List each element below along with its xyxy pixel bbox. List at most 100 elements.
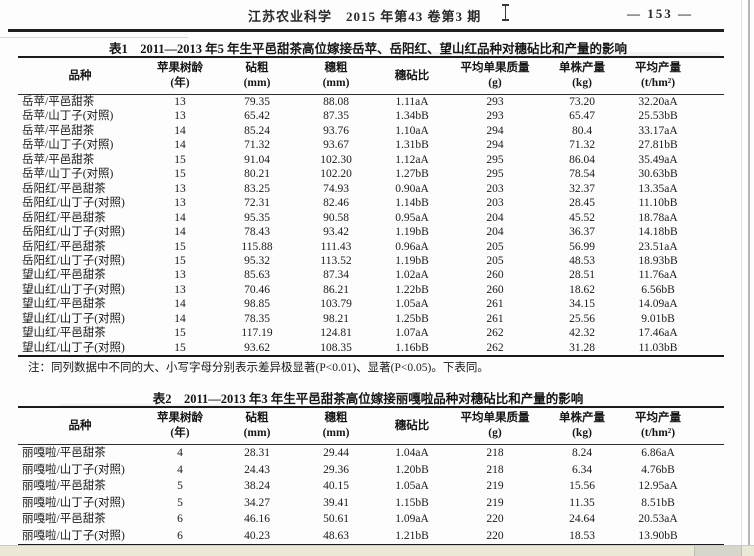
table-cell: 岳苹/山丁子(对照)	[22, 139, 114, 152]
table-cell: 32.20aA	[638, 96, 678, 108]
table-cell: 17.46aA	[638, 327, 678, 340]
table-cell: 70.46	[244, 283, 270, 296]
column-header: 平均单果质量 (g)	[448, 406, 542, 445]
table-row: 岳苹/山丁子(对照) 13 65.42 87.35 1.34bB 293 65.47 25.5…	[18, 109, 724, 123]
column-header: 穗砧比	[376, 56, 448, 95]
table-cell: 1.02aA	[395, 269, 429, 282]
table-row: 望山红/山丁子(对照) 13 70.46 86.21 1.22bB 260 18.62 6.5…	[18, 283, 724, 297]
table-cell: 262	[486, 327, 504, 340]
table-cell: 1.14bB	[395, 197, 429, 210]
table-cell: 93.42	[323, 226, 349, 239]
table-row: 望山红/山丁子(对照) 15 93.62 108.35 1.16bB 262 31.28 11…	[18, 340, 724, 358]
table-cell: 86.21	[323, 283, 349, 296]
table-cell: 8.24	[571, 447, 593, 459]
table-cell: 56.99	[569, 240, 595, 253]
table-cell: 4	[177, 447, 183, 459]
table-cell: 65.47	[569, 110, 595, 123]
table-cell: 1.05aA	[395, 298, 429, 311]
table-cell: 262	[448, 340, 542, 358]
table-cell: 6.86aA	[641, 447, 675, 459]
table-cell: 48.63	[296, 527, 376, 546]
table-cell: 28.51	[569, 269, 595, 282]
table-cell: 40.23	[218, 527, 296, 546]
table-cell: 14	[174, 139, 186, 152]
table-cell: 220	[448, 527, 542, 546]
table-cell: 13.90bB	[622, 527, 724, 546]
table-cell: 29.36	[323, 463, 349, 476]
table-cell: 260	[486, 283, 504, 296]
table-row: 望山红/平邑甜茶 15 117.19 124.81 1.07aA 262 42.32 17.4…	[18, 326, 724, 340]
table-cell: 65.42	[244, 110, 270, 123]
table-cell: 14	[174, 226, 186, 239]
column-header: 穗粗 (mm)	[296, 56, 376, 95]
table-cell: 15.56	[569, 480, 595, 492]
page-edge-line	[748, 0, 750, 545]
table-cell: 岳阳红/山丁子(对照)	[22, 254, 125, 267]
table-cell: 1.15bB	[395, 496, 429, 509]
scrollbar-thumb[interactable]	[694, 546, 742, 556]
table-cell: 34.27	[244, 496, 270, 509]
table-cell: 丽嘎啦/平邑甜茶	[22, 513, 106, 525]
table-cell: 31.28	[542, 340, 622, 358]
table-row: 岳苹/平邑甜茶 15 91.04 102.30 1.12aA 295 86.04 35.49a…	[18, 153, 724, 167]
table-cell: 78.43	[244, 226, 270, 239]
table-cell: 岳阳红/平邑甜茶	[22, 240, 106, 253]
table-cell: 5	[177, 480, 183, 492]
table-cell: 望山红/山丁子(对照)	[22, 312, 125, 325]
table-cell: 27.81bB	[638, 139, 678, 152]
column-header: 穗粗 (mm)	[296, 406, 376, 445]
table-cell: 岳苹/山丁子(对照)	[22, 168, 114, 181]
table1-title: 表1 2011—2013 年5 年生平邑甜茶高位嫁接岳苹、岳阳红、望山红品种对穗…	[108, 42, 628, 56]
column-header: 单株产量 (kg)	[542, 56, 622, 95]
table-cell: 87.34	[323, 269, 349, 282]
table-row: 岳阳红/平邑甜茶 14 95.35 90.58 0.95aA 204 45.52 18.78a…	[18, 211, 724, 225]
table-cell: 14	[174, 211, 186, 224]
table-cell: 望山红/山丁子(对照)	[18, 340, 142, 358]
table-row: 望山红/平邑甜茶 14 98.85 103.79 1.05aA 261 34.15 14.09…	[18, 297, 724, 311]
table-cell: 11.35	[569, 496, 595, 509]
table-cell: 15	[142, 340, 218, 358]
table-cell: 294	[486, 124, 504, 137]
table2: 品种 苹果树龄 (年) 砧粗 (mm) 穗粗 (mm) 穗砧比 平均单果质量 (g) 单株产量 (kg…	[18, 406, 724, 546]
table-cell: 丽嘎啦/山丁子(对照)	[22, 463, 125, 476]
table-header-row: 品种 苹果树龄 (年) 砧粗 (mm) 穗粗 (mm) 穗砧比 平均单果质量 (g) 单株产量 (kg…	[18, 56, 724, 95]
table-cell: 117.19	[241, 327, 273, 340]
table-cell: 14.09aA	[638, 298, 678, 311]
table-cell: 93.67	[323, 139, 349, 152]
table-cell: 1.16bB	[376, 340, 448, 358]
table-cell: 80.21	[244, 168, 270, 181]
table-cell: 203	[486, 182, 504, 195]
table-cell: 218	[486, 447, 504, 459]
table-cell: 85.24	[244, 124, 270, 137]
table-row: 岳阳红/山丁子(对照) 15 95.32 113.52 1.19bB 205 48.53 18…	[18, 254, 724, 268]
table-cell: 98.85	[244, 298, 270, 311]
table-cell: 50.61	[323, 513, 349, 525]
table-cell: 14	[174, 124, 186, 137]
table-cell: 1.11aA	[395, 96, 429, 108]
table-cell: 204	[486, 211, 504, 224]
table-row: 岳阳红/山丁子(对照) 14 78.43 93.42 1.19bB 204 36.37 14.…	[18, 225, 724, 239]
table-cell: 36.37	[569, 226, 595, 239]
table-row: 丽嘎啦/山丁子(对照) 5 34.27 39.41 1.15bB 219 11.35 8.51…	[18, 495, 724, 512]
table-cell: 42.32	[569, 327, 595, 340]
column-header: 单株产量 (kg)	[542, 406, 622, 445]
table-cell: 0.90aA	[395, 182, 429, 195]
table-cell: 13	[174, 96, 186, 108]
table-cell: 28.45	[569, 197, 595, 210]
table-cell: 13	[174, 182, 186, 195]
horizontal-scrollbar[interactable]	[0, 545, 754, 556]
table-cell: 294	[486, 139, 504, 152]
table-cell: 1.20bB	[395, 463, 429, 476]
table-row: 岳阳红/平邑甜茶 15 115.88 111.43 0.96aA 205 56.99 23.5…	[18, 240, 724, 254]
table-cell: 14.18bB	[638, 226, 678, 239]
table-cell: 1.12aA	[395, 153, 429, 166]
table-cell: 18.53	[542, 527, 622, 546]
table-cell: 295	[486, 168, 504, 181]
table-row: 岳阳红/平邑甜茶 13 83.25 74.93 0.90aA 203 32.37 13.35a…	[18, 182, 724, 196]
text-cursor-icon	[501, 4, 510, 21]
table-cell: 219	[486, 480, 504, 492]
table-cell: 1.04aA	[395, 447, 429, 459]
table-cell: 岳阳红/山丁子(对照)	[22, 197, 125, 210]
table-cell: 8.51bB	[641, 496, 675, 509]
table-cell: 108.35	[296, 340, 376, 358]
